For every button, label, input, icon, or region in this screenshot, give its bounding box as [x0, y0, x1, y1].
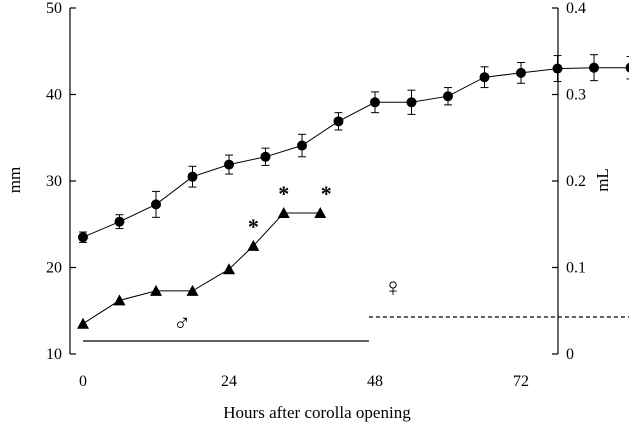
y-left-tick-label: 30 [46, 173, 62, 190]
y-right-tick-label: 0.2 [566, 173, 586, 190]
circle-point [552, 63, 563, 74]
triangle-point [277, 207, 290, 219]
male-symbol: ♂ [173, 311, 191, 337]
circle-series-line [82, 67, 629, 238]
circle-point [151, 199, 161, 210]
y-left-tick-label: 40 [46, 87, 62, 104]
female-symbol: ♀ [383, 273, 403, 302]
y-right-tick-label: 0.3 [566, 87, 586, 104]
significance-asterisk: * [248, 214, 259, 239]
y-left-tick-label: 10 [46, 346, 62, 363]
significance-asterisk: * [321, 181, 332, 206]
triangle-series-line [82, 212, 321, 325]
circle-point [297, 140, 307, 151]
triangle-point [223, 263, 235, 275]
triangle-point [186, 284, 199, 296]
y-axis-title-left: mm [5, 167, 24, 193]
circle-point [78, 232, 88, 243]
x-tick-label: 48 [367, 373, 383, 390]
circle-point [443, 91, 453, 102]
annotations: ***†♂♀ [83, 181, 629, 342]
triangle-point [150, 284, 162, 296]
triangle-series [77, 207, 327, 329]
triangle-point [113, 294, 126, 306]
x-tick-label: 24 [221, 373, 237, 390]
y-right-tick-label: 0.4 [566, 0, 586, 17]
circle-point [187, 171, 198, 182]
triangle-point [77, 317, 89, 329]
x-tick-label: 72 [513, 373, 529, 390]
circle-point [406, 97, 417, 108]
y-axis-title-right: mL [593, 168, 612, 192]
circle-point [625, 62, 629, 73]
circle-point [479, 72, 490, 83]
y-right-tick-label: 0.1 [566, 260, 586, 277]
x-tick-label: 0 [79, 373, 87, 390]
circle-point [589, 62, 599, 73]
y-left-tick-label: 20 [46, 260, 62, 277]
triangle-point [247, 239, 260, 251]
circle-point [516, 67, 526, 78]
triangle-point [314, 207, 327, 219]
circle-point [370, 97, 380, 108]
circle-point [333, 116, 344, 127]
circle-series [78, 54, 629, 243]
significance-asterisk: * [278, 181, 289, 206]
x-axis-title: Hours after corolla opening [223, 403, 411, 422]
circle-point [224, 159, 234, 170]
circle-point [260, 151, 271, 162]
circle-point [114, 216, 125, 227]
y-left-tick-label: 50 [46, 0, 62, 17]
y-right-tick-label: 0 [566, 346, 574, 363]
